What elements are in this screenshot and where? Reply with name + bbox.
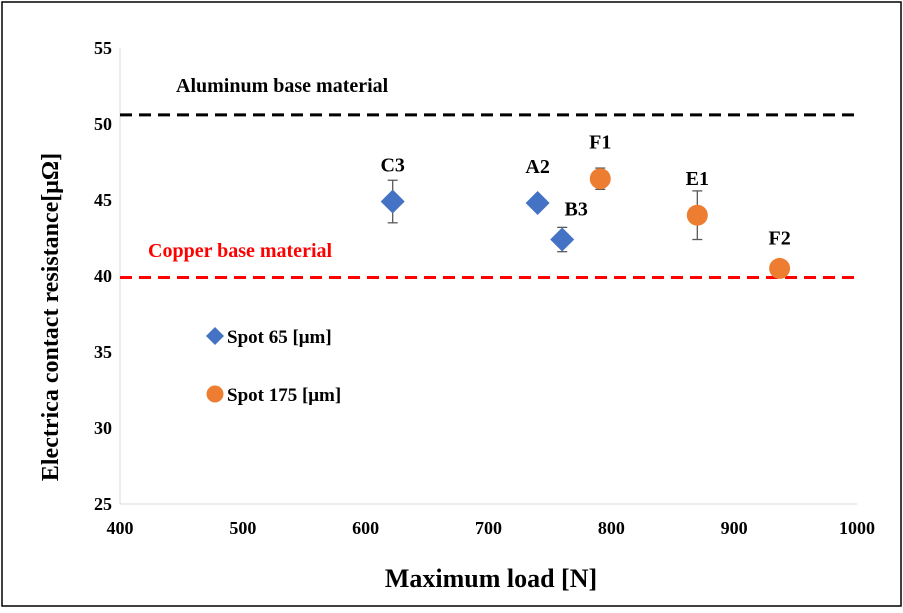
y-tick-label: 25	[94, 494, 112, 514]
point-label: F2	[769, 227, 791, 249]
point-label: C3	[380, 155, 404, 177]
legend-circle-marker	[206, 385, 224, 403]
circle-marker	[686, 204, 708, 226]
diamond-marker	[550, 227, 575, 252]
legend: Spot 65 [μm] Spot 175 [μm]	[206, 327, 341, 406]
point-label: A2	[525, 156, 549, 178]
reference-line-label: Copper base material	[148, 240, 332, 262]
legend-label: Spot 175 [μm]	[227, 385, 341, 406]
x-axis-label: Maximum load [N]	[385, 564, 597, 593]
x-tick-label: 900	[721, 518, 748, 538]
y-tick-label: 55	[94, 38, 112, 58]
point-label: F1	[589, 132, 611, 154]
reference-lines: Aluminum base material Copper base materi…	[120, 75, 857, 280]
x-tick-label: 800	[598, 518, 625, 538]
legend-label: Spot 65 [μm]	[227, 327, 332, 348]
diamond-marker	[380, 189, 405, 214]
y-tick-label: 45	[94, 190, 112, 210]
x-tick-label: 500	[229, 518, 256, 538]
y-tick-label: 40	[94, 266, 112, 286]
diamond-marker	[525, 191, 550, 216]
x-tick-label: 400	[107, 518, 134, 538]
y-tick-label: 30	[94, 418, 112, 438]
y-axis-label: Electrica contact resistance[μΩ]	[38, 153, 64, 481]
circle-marker	[769, 257, 791, 279]
y-tick-label: 35	[94, 342, 112, 362]
y-tick-label: 50	[94, 114, 112, 134]
point-label: B3	[565, 199, 588, 221]
point-label: E1	[686, 168, 709, 190]
axes: 25 30 35 40 45 50 55 400 500 600 700 800 900 1000	[94, 38, 875, 538]
x-tick-label: 600	[352, 518, 379, 538]
legend-diamond-marker	[206, 327, 224, 345]
reference-line-label: Aluminum base material	[176, 75, 389, 97]
circle-marker	[589, 168, 611, 190]
x-tick-label: 1000	[839, 518, 875, 538]
x-tick-label: 700	[475, 518, 502, 538]
data-points: C3 A2 B3 F1 E1 F2	[380, 132, 791, 279]
